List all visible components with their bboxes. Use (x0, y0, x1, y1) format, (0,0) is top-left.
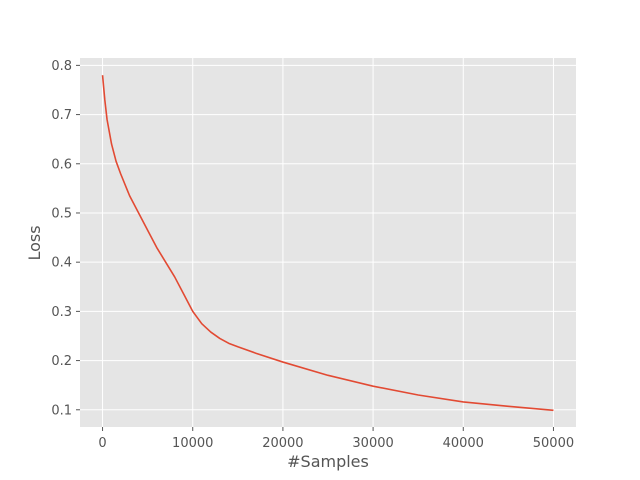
plot-background (80, 58, 576, 427)
x-axis-label: #Samples (287, 452, 369, 471)
y-tick-label: 0.8 (51, 59, 72, 74)
x-tick-label: 10000 (172, 436, 213, 451)
x-tick-label: 50000 (533, 436, 574, 451)
y-tick-label: 0.2 (51, 354, 72, 369)
x-tick-label: 0 (98, 436, 106, 451)
x-tick-label: 20000 (262, 436, 303, 451)
x-tick-label: 30000 (352, 436, 393, 451)
y-tick-label: 0.4 (51, 256, 72, 271)
y-tick-label: 0.5 (51, 206, 72, 221)
series-group (101, 75, 554, 412)
y-tick-label: 0.6 (51, 157, 72, 172)
y-tick-label: 0.1 (51, 403, 72, 418)
grid (80, 58, 576, 427)
x-tick-label: 40000 (443, 436, 484, 451)
y-axis-label: Loss (25, 225, 44, 260)
loss-line (101, 75, 554, 412)
y-tick-label: 0.7 (51, 108, 72, 123)
y-tick-label: 0.3 (51, 305, 72, 320)
y-ticks: 0.1 0.2 0.3 0.4 0.5 0.6 0.7 0.8 (51, 59, 80, 418)
x-ticks: 0 10000 20000 30000 40000 50000 (98, 427, 574, 451)
